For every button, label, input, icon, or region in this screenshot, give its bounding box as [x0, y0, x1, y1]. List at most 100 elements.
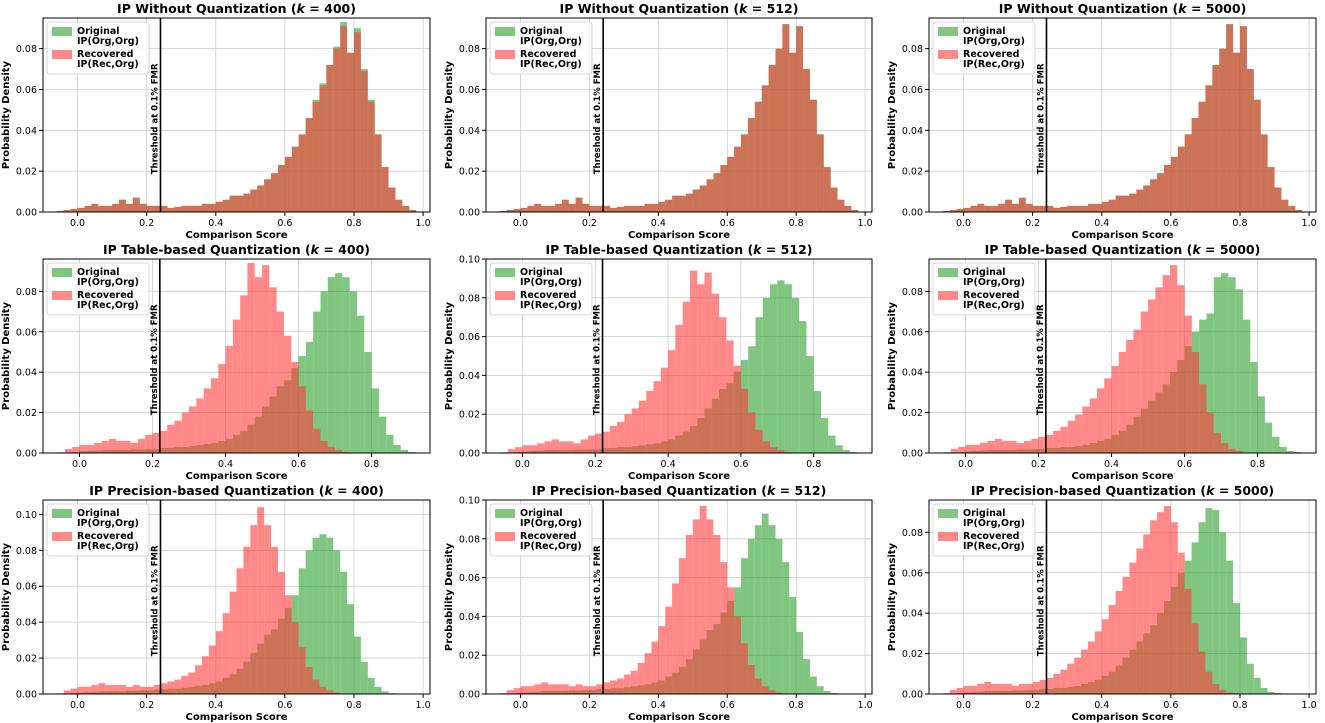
y-tick-label: 0.04: [16, 126, 37, 137]
bar-recovered: [1150, 179, 1158, 212]
bar-original: [1221, 273, 1229, 453]
title-value: = 400): [333, 483, 384, 498]
bar-recovered: [1184, 588, 1192, 694]
subplot-title: IP Without Quantization (k = 5000): [999, 1, 1247, 16]
threshold-label: Threshold at 0.1% FMR: [1036, 545, 1046, 656]
bar-recovered: [284, 595, 292, 694]
x-tick-label: 0.2: [1025, 700, 1040, 711]
legend-swatch-original: [938, 268, 958, 277]
x-axis-label: Comparison Score: [185, 230, 287, 241]
bar-original: [360, 661, 368, 694]
bar-recovered: [160, 205, 168, 212]
x-tick-label: 1.0: [858, 700, 873, 711]
subplot-title: IP Without Quantization (k = 400): [117, 1, 356, 16]
legend-label-original: Original IP(Org,Org): [963, 26, 1025, 47]
bar-original: [1205, 508, 1213, 694]
x-tick-label: 1.0: [858, 218, 873, 229]
bar-original: [821, 418, 829, 453]
y-tick-label: 0.06: [16, 582, 37, 593]
bar-recovered: [125, 203, 133, 212]
bar-recovered: [1016, 442, 1024, 453]
subplot-title: IP Table-based Quantization (k = 5000): [985, 242, 1261, 257]
bar-recovered: [153, 685, 161, 694]
bar-recovered: [98, 205, 106, 212]
y-tick-label: 0.08: [459, 293, 480, 304]
bar-recovered: [112, 685, 120, 694]
bar-recovered: [218, 364, 226, 453]
subplot-title: IP Without Quantization (k = 512): [560, 1, 799, 16]
bar-recovered: [1087, 203, 1095, 212]
bar-recovered: [689, 270, 698, 453]
bar-recovered: [1143, 534, 1151, 694]
bar-recovered: [409, 209, 417, 212]
y-tick-label: 0.02: [902, 167, 923, 178]
bar-recovered: [963, 685, 971, 694]
x-tick-label: 0.2: [582, 700, 597, 711]
legend-swatch-recovered: [938, 291, 958, 300]
bar-recovered: [1129, 562, 1137, 694]
legend-recovered-line1: Recovered: [520, 49, 576, 60]
bar-recovered: [1018, 197, 1026, 212]
bar-recovered: [672, 583, 679, 694]
bar-recovered: [1246, 69, 1254, 212]
bar-recovered: [685, 534, 693, 694]
bar-recovered: [152, 432, 160, 453]
legend-recovered-line1: Recovered: [77, 290, 133, 301]
y-axis-label: Probability Density: [887, 542, 898, 651]
legend-recovered-line2: IP(Rec,Org): [520, 541, 582, 552]
x-tick-label: 0.8: [1250, 459, 1265, 470]
bar-recovered: [1118, 351, 1127, 453]
bar-recovered: [269, 287, 277, 453]
threshold-label: Threshold at 0.1% FMR: [593, 304, 603, 415]
bar-recovered: [326, 690, 334, 694]
legend-swatch-original: [52, 509, 72, 518]
y-axis-label: Probability Density: [444, 301, 455, 410]
legend-original-line1: Original: [520, 508, 563, 519]
x-tick-label: 0.2: [145, 459, 160, 470]
bar-recovered: [1157, 173, 1164, 212]
x-axis-label: Comparison Score: [628, 471, 730, 482]
bar-original: [1260, 687, 1268, 694]
subplot-title: IP Precision-based Quantization (k = 400…: [89, 483, 384, 498]
legend-box: [932, 21, 1036, 75]
bar-recovered: [94, 442, 102, 453]
bar-recovered: [112, 203, 120, 212]
title-value: = 512): [762, 242, 813, 257]
bar-original: [842, 450, 851, 453]
bar-recovered: [1235, 450, 1243, 453]
bar-recovered: [660, 367, 669, 453]
bar-recovered: [123, 440, 131, 453]
bar-recovered: [1023, 440, 1032, 453]
bar-original: [1191, 542, 1199, 694]
bar-original: [1257, 396, 1265, 453]
bar-recovered: [1101, 201, 1109, 212]
bar-recovered: [236, 568, 244, 694]
legend-label-recovered: Recovered IP(Rec,Org): [77, 531, 139, 552]
bar-original: [1226, 560, 1234, 694]
y-tick-label: 0.00: [459, 690, 480, 701]
legend-recovered-line1: Recovered: [520, 531, 576, 542]
bar-recovered: [610, 680, 617, 694]
bar-recovered: [956, 687, 964, 694]
bar-recovered: [1081, 649, 1088, 694]
bar-original: [378, 416, 387, 453]
bar-recovered: [167, 681, 175, 694]
bar-recovered: [977, 203, 985, 212]
bar-recovered: [823, 167, 831, 212]
bar-recovered: [520, 207, 528, 212]
bar-recovered: [965, 444, 973, 453]
bar-recovered: [692, 519, 700, 694]
bar-recovered: [651, 641, 659, 694]
bar-recovered: [1170, 156, 1178, 212]
bar-recovered: [844, 205, 852, 212]
legend-original-line1: Original: [77, 267, 120, 278]
bar-original: [364, 351, 372, 453]
bar-recovered: [335, 449, 343, 453]
subplot-8: Threshold at 0.1% FMR 0.0 0.2 0.4 0.6 0.8 1.0 0…: [444, 483, 873, 723]
axes-frame: [928, 258, 1317, 454]
bar-recovered: [630, 670, 638, 694]
bar-recovered: [561, 199, 569, 212]
title-value: = 5000): [1214, 483, 1274, 498]
subplot-7: Threshold at 0.1% FMR 0.0 0.2 0.4 0.6 0.8 1.0 0…: [1, 483, 431, 723]
bar-original: [803, 659, 810, 694]
